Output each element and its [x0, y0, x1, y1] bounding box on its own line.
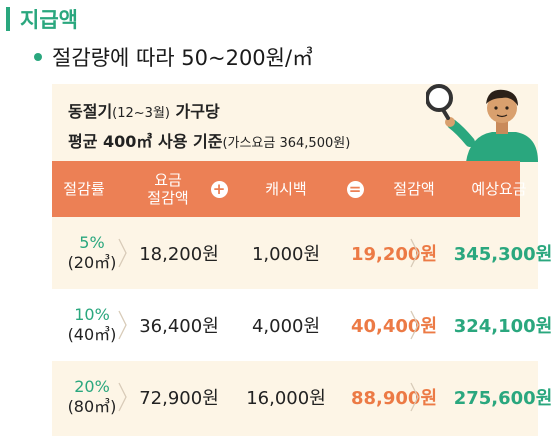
- plus-icon: +: [208, 161, 230, 217]
- season-label: 동절기: [68, 102, 113, 121]
- plus-symbol: +: [210, 180, 228, 198]
- person-with-magnifier-icon: [425, 80, 538, 162]
- cashback-cell: 16,000원: [246, 388, 326, 409]
- expected-fee-cell: 324,100원: [453, 316, 553, 337]
- equals-icon: =: [344, 161, 366, 217]
- fee-saving-cell: 18,200원: [139, 244, 219, 265]
- cashback-cell: 4,000원: [251, 316, 321, 337]
- rate-volume: (80㎥): [67, 397, 117, 416]
- rate-volume: (40㎥): [67, 325, 117, 344]
- usage-basis-label: 평균 400㎥ 사용 기준: [68, 132, 223, 151]
- expected-fee-cell: 345,300원: [453, 244, 553, 265]
- equals-symbol: =: [346, 180, 364, 198]
- table-row: 20% (80㎥) 72,900원 16,000원 88,900원 275,60…: [52, 361, 552, 433]
- chevron-right-icon: [118, 309, 128, 341]
- subheading: 절감량에 따라 50~200원/㎥: [34, 40, 313, 74]
- chevron-right-icon: [410, 237, 420, 269]
- header-expected: 예상요금: [471, 180, 527, 198]
- cashback-cell: 1,000원: [251, 244, 321, 265]
- header-fee-line1: 요금: [154, 171, 182, 189]
- bullet-icon: [34, 53, 42, 61]
- gas-fee-note: (가스요금 364,500원): [222, 136, 351, 151]
- table-row: 5% (20㎥) 18,200원 1,000원 19,200원 345,300원: [52, 217, 552, 289]
- fee-saving-cell: 72,900원: [139, 388, 219, 409]
- chevron-right-icon: [410, 381, 420, 413]
- rate-volume: (20㎥): [67, 253, 117, 272]
- section-title: 지급액: [20, 8, 78, 32]
- section-header: 지급액: [6, 4, 78, 34]
- rate-cell: 10% (40㎥): [60, 289, 124, 361]
- header-rate: 절감률: [63, 180, 105, 198]
- chevron-right-icon: [118, 237, 128, 269]
- header-fee-line2: 절감액: [147, 189, 189, 207]
- expected-fee-cell: 275,600원: [453, 388, 553, 409]
- fee-saving-cell: 36,400원: [139, 316, 219, 337]
- rate-percent: 10%: [74, 305, 110, 324]
- rate-percent: 5%: [79, 233, 105, 252]
- usage-line: 평균 400㎥ 사용 기준(가스요금 364,500원): [68, 128, 448, 158]
- chevron-right-icon: [410, 309, 420, 341]
- per-household-label: 가구당: [169, 102, 220, 121]
- usage-basis-info: 동절기(12~3월) 가구당 평균 400㎥ 사용 기준(가스요금 364,50…: [68, 98, 448, 158]
- rate-percent: 20%: [74, 377, 110, 396]
- header-saving: 절감액: [393, 180, 435, 198]
- rate-cell: 5% (20㎥): [60, 217, 124, 289]
- season-line: 동절기(12~3월) 가구당: [68, 98, 448, 128]
- table-header: 절감률 요금 절감액 + 캐시백 = 절감액 예상요금: [52, 161, 527, 217]
- table-row: 10% (40㎥) 36,400원 4,000원 40,400원 324,100…: [52, 289, 552, 361]
- header-fee-saving: 요금 절감액: [124, 161, 212, 217]
- header-cashback: 캐시백: [265, 180, 307, 198]
- rate-cell: 20% (80㎥): [60, 361, 124, 433]
- section-accent-bar: [6, 7, 10, 31]
- season-months: (12~3월): [112, 106, 170, 121]
- subheading-text: 절감량에 따라 50~200원/㎥: [52, 46, 314, 70]
- chevron-right-icon: [118, 381, 128, 413]
